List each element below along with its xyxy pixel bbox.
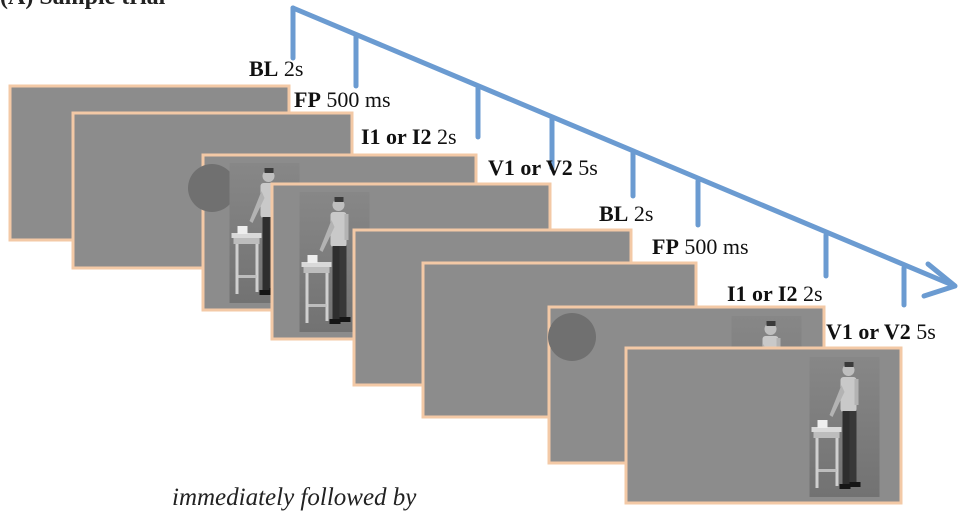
timeline-arrow-shaft (290, 5, 953, 287)
event-label-fp-1: FP 500 ms (294, 89, 391, 111)
event-label-bl-1: BL 2s (249, 58, 303, 80)
fixation-dot (548, 313, 596, 361)
event-label-video-1: V1 or V2 5s (488, 157, 598, 179)
event-code: V1 or V2 (488, 155, 573, 180)
event-label-video-2: V1 or V2 5s (826, 321, 936, 343)
event-duration: 5s (916, 319, 936, 344)
event-code: BL (599, 201, 629, 226)
fixation-dot (188, 164, 236, 212)
event-code: BL (249, 56, 279, 81)
timeline-arrow-head (921, 261, 958, 299)
event-code: I1 or I2 (727, 281, 798, 306)
event-duration: 2s (803, 281, 823, 306)
event-duration: 500 ms (684, 234, 749, 259)
event-duration: 5s (578, 155, 598, 180)
event-code: FP (652, 234, 679, 259)
timeline-arrow (290, 5, 958, 308)
person-video-frame (809, 357, 880, 497)
caption: immediately followed by (172, 484, 417, 511)
event-duration: 2s (633, 201, 654, 226)
event-duration: 2s (437, 124, 457, 149)
event-code: V1 or V2 (826, 319, 911, 344)
event-label-bl-2: BL 2s (599, 203, 653, 225)
event-label-fp-2: FP 500 ms (652, 236, 749, 258)
event-label-image-1: I1 or I2 2s (361, 126, 457, 148)
title-fragment: (A) Sample trial (0, 0, 166, 10)
event-label-image-2: I1 or I2 2s (727, 283, 823, 305)
screen-video-2 (624, 346, 903, 505)
event-code: I1 or I2 (361, 124, 432, 149)
event-code: FP (294, 87, 321, 112)
event-duration: 2s (283, 56, 304, 81)
event-duration: 500 ms (326, 87, 391, 112)
